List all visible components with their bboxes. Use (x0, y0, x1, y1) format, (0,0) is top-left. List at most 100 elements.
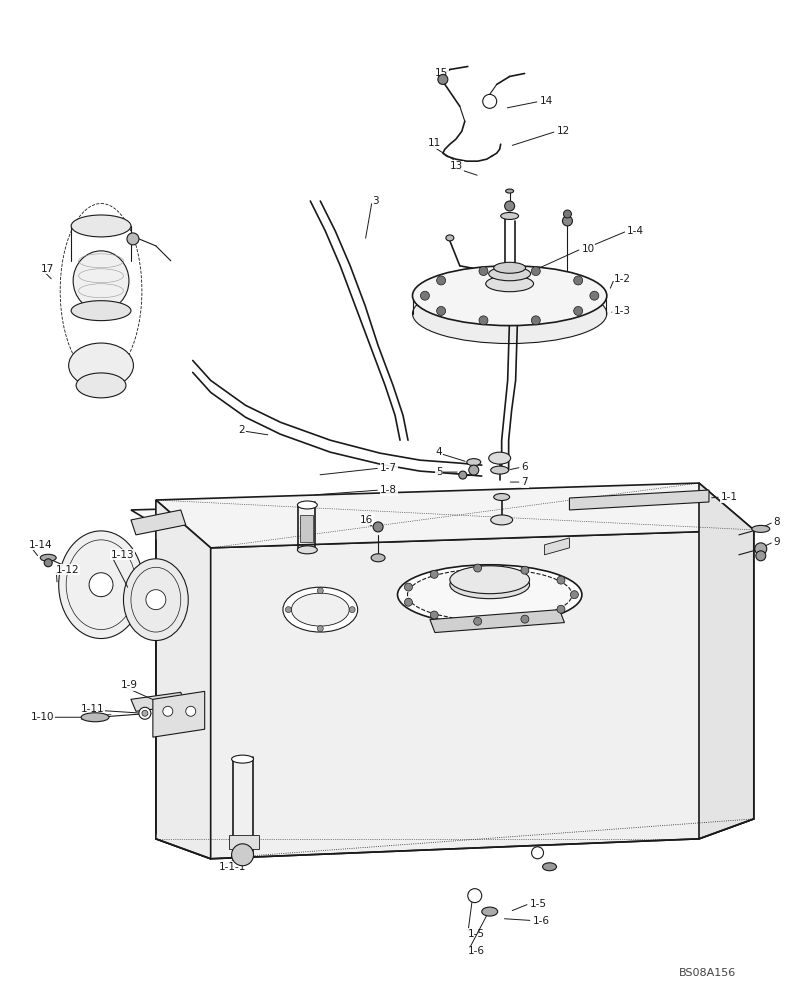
Circle shape (89, 573, 113, 597)
Ellipse shape (58, 531, 144, 639)
Circle shape (146, 590, 165, 610)
Text: 1-7: 1-7 (380, 463, 397, 473)
Polygon shape (698, 483, 753, 839)
Text: 6: 6 (521, 462, 528, 472)
Circle shape (349, 607, 354, 613)
Ellipse shape (371, 554, 384, 562)
Text: 1-14: 1-14 (29, 540, 53, 550)
Circle shape (285, 607, 291, 613)
Circle shape (530, 316, 539, 325)
Ellipse shape (397, 565, 581, 625)
Ellipse shape (76, 373, 126, 398)
Polygon shape (131, 692, 186, 711)
Text: 14: 14 (539, 96, 552, 106)
Ellipse shape (466, 459, 480, 466)
Circle shape (44, 559, 52, 567)
Circle shape (420, 291, 429, 300)
Circle shape (163, 706, 173, 716)
Circle shape (436, 276, 445, 285)
Circle shape (573, 276, 582, 285)
Ellipse shape (481, 907, 497, 916)
Ellipse shape (123, 559, 188, 641)
Circle shape (473, 617, 481, 625)
Text: 11: 11 (427, 138, 440, 148)
Text: 1-5: 1-5 (529, 899, 546, 909)
Ellipse shape (449, 566, 529, 594)
Polygon shape (544, 538, 569, 555)
Text: 15: 15 (435, 68, 448, 78)
Polygon shape (156, 500, 210, 859)
Text: 1-5: 1-5 (467, 929, 484, 939)
Text: 1-4: 1-4 (626, 226, 643, 236)
Ellipse shape (297, 501, 317, 509)
Ellipse shape (71, 215, 131, 237)
Circle shape (317, 626, 323, 632)
Text: 16: 16 (360, 515, 373, 525)
Ellipse shape (751, 525, 769, 532)
Circle shape (127, 233, 139, 245)
Ellipse shape (485, 276, 533, 292)
Circle shape (437, 74, 448, 84)
Polygon shape (300, 515, 313, 542)
Circle shape (478, 316, 487, 325)
Text: 7: 7 (521, 477, 528, 487)
Text: 1-10: 1-10 (32, 712, 54, 722)
Ellipse shape (490, 515, 512, 525)
Polygon shape (152, 691, 204, 737)
Circle shape (436, 306, 445, 315)
Polygon shape (229, 835, 258, 849)
Circle shape (563, 210, 571, 218)
Circle shape (139, 707, 151, 719)
Ellipse shape (505, 189, 513, 193)
Circle shape (562, 216, 572, 226)
Ellipse shape (231, 853, 253, 861)
Text: 9: 9 (773, 537, 779, 547)
Ellipse shape (449, 571, 529, 599)
Ellipse shape (488, 267, 530, 281)
Ellipse shape (445, 235, 453, 241)
Text: 1-2: 1-2 (614, 274, 630, 284)
Ellipse shape (41, 554, 56, 561)
Ellipse shape (282, 587, 357, 632)
Circle shape (458, 471, 466, 479)
Circle shape (142, 710, 148, 716)
Ellipse shape (493, 262, 525, 273)
Circle shape (430, 570, 438, 578)
Text: 17: 17 (41, 264, 54, 274)
Circle shape (317, 588, 323, 594)
Ellipse shape (291, 593, 349, 626)
Text: 1-9: 1-9 (121, 680, 138, 690)
Polygon shape (569, 490, 708, 510)
Polygon shape (156, 483, 753, 548)
Text: 8: 8 (773, 517, 779, 527)
Circle shape (504, 201, 514, 211)
Circle shape (231, 844, 253, 866)
Text: 12: 12 (556, 126, 569, 136)
Circle shape (573, 306, 582, 315)
Text: 13: 13 (449, 161, 462, 171)
Circle shape (404, 583, 412, 591)
Circle shape (478, 267, 487, 276)
Circle shape (404, 598, 412, 606)
Circle shape (589, 291, 598, 300)
Circle shape (186, 706, 195, 716)
Polygon shape (429, 610, 564, 633)
Text: 1-13: 1-13 (111, 550, 135, 560)
Ellipse shape (81, 713, 109, 722)
Circle shape (521, 615, 528, 623)
Polygon shape (156, 530, 753, 859)
Text: 1-12: 1-12 (56, 565, 79, 575)
Circle shape (556, 605, 564, 613)
Text: 3: 3 (371, 196, 378, 206)
Circle shape (467, 889, 481, 903)
Text: 4: 4 (436, 447, 442, 457)
Ellipse shape (412, 284, 606, 344)
Ellipse shape (231, 755, 253, 763)
Circle shape (430, 611, 438, 619)
Ellipse shape (412, 266, 606, 326)
Circle shape (755, 551, 765, 561)
Text: 1-6: 1-6 (467, 946, 484, 956)
Circle shape (530, 267, 539, 276)
Ellipse shape (73, 251, 129, 311)
Text: 1-3: 1-3 (614, 306, 630, 316)
